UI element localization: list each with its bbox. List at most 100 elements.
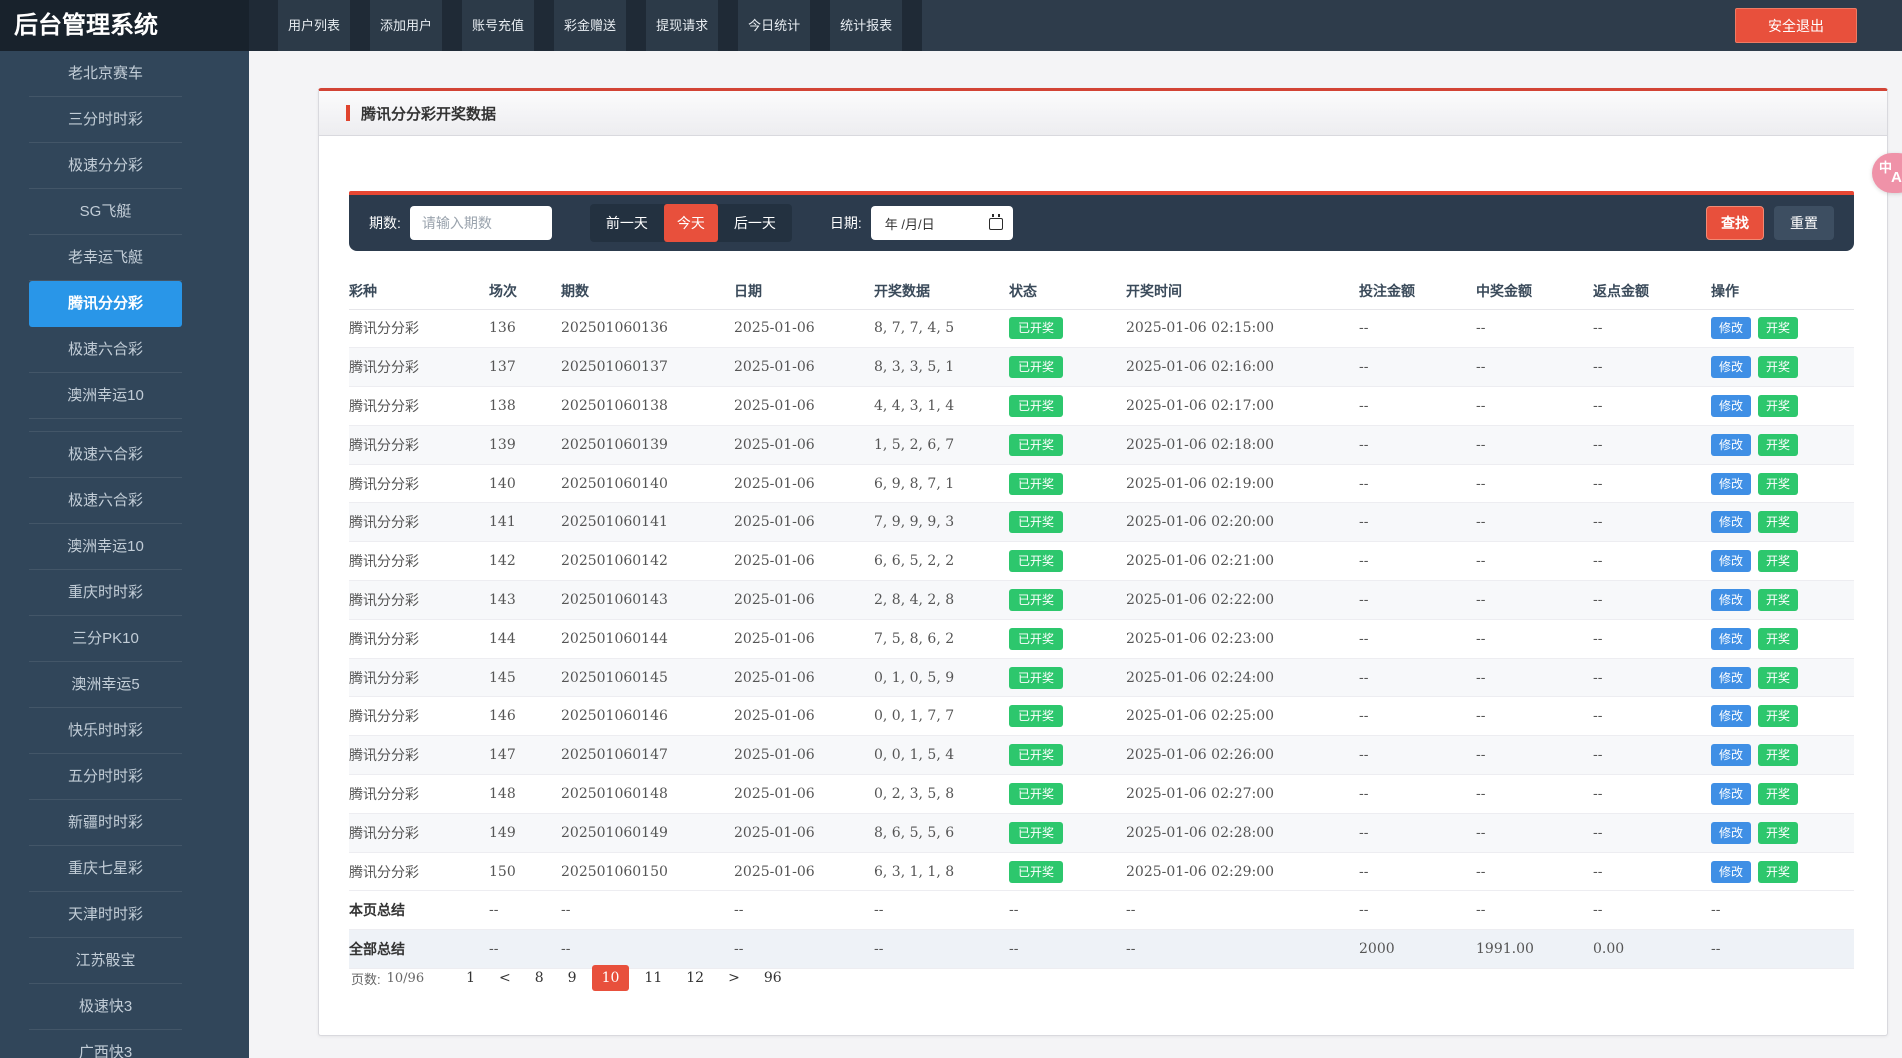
open-draw-button[interactable]: 开奖 xyxy=(1758,782,1799,805)
open-draw-button[interactable]: 开奖 xyxy=(1758,356,1799,379)
modify-button[interactable]: 修改 xyxy=(1711,550,1752,573)
sidebar-item[interactable]: 三分时时彩 xyxy=(29,97,182,143)
numbers-cell: 7, 9, 9, 9, 3 xyxy=(874,502,1009,543)
modify-button[interactable]: 修改 xyxy=(1711,317,1752,340)
lottery-cell: 腾讯分分彩 xyxy=(349,813,489,853)
issue-input[interactable] xyxy=(409,206,552,240)
rebate-cell: -- xyxy=(1593,735,1711,776)
table-header-row: 彩种 场次 期数 日期 开奖数据 状态 开奖时间 投注金额 中奖金额 返点金额 操作 xyxy=(349,273,1854,310)
open-draw-button[interactable]: 开奖 xyxy=(1758,433,1799,456)
page-prev-button[interactable]: < xyxy=(499,970,511,986)
today-button[interactable]: 今天 xyxy=(663,204,718,242)
date-cell: 2025-01-06 xyxy=(734,425,874,465)
status-cell: 已开奖 xyxy=(1009,464,1126,504)
modify-button[interactable]: 修改 xyxy=(1711,588,1752,611)
lottery-cell: 腾讯分分彩 xyxy=(349,541,489,582)
nav-tab-3[interactable]: 账号充值 xyxy=(462,0,535,51)
lottery-cell: 腾讯分分彩 xyxy=(349,502,489,543)
sidebar-item[interactable]: 极速快3 xyxy=(29,984,182,1030)
modify-button[interactable]: 修改 xyxy=(1711,860,1752,883)
open-draw-button[interactable]: 开奖 xyxy=(1758,627,1799,650)
open-draw-button[interactable]: 开奖 xyxy=(1758,550,1799,573)
sidebar-item[interactable]: 澳洲幸运10 xyxy=(29,524,182,570)
bet-cell: -- xyxy=(1359,774,1476,814)
sidebar-item[interactable]: SG飞艇 xyxy=(29,189,182,235)
open-draw-button[interactable]: 开奖 xyxy=(1758,511,1799,534)
modify-button[interactable]: 修改 xyxy=(1711,821,1752,844)
sidebar-item[interactable]: 澳洲幸运10 xyxy=(29,373,182,419)
sidebar-item[interactable]: 腾讯分分彩 xyxy=(29,281,182,327)
date-cell: 2025-01-06 xyxy=(734,774,874,814)
open-draw-button[interactable]: 开奖 xyxy=(1758,860,1799,883)
open-draw-button[interactable]: 开奖 xyxy=(1758,472,1799,495)
nav-fill: 安全退出 xyxy=(922,0,1902,51)
sidebar-item[interactable]: 重庆时时彩 xyxy=(29,570,182,616)
sidebar-item[interactable]: 天津时时彩 xyxy=(29,892,182,938)
open-draw-button[interactable]: 开奖 xyxy=(1758,317,1799,340)
modify-button[interactable]: 修改 xyxy=(1711,782,1752,805)
column-header: 期数 xyxy=(561,273,734,310)
sidebar-item[interactable]: 重庆七星彩 xyxy=(29,846,182,892)
sidebar-item[interactable]: 极速六合彩 xyxy=(29,327,182,373)
nav-tab-6[interactable]: 今日统计 xyxy=(738,0,811,51)
sidebar-item[interactable]: 老幸运飞艇 xyxy=(29,235,182,281)
sidebar-item[interactable]: 广西快3 xyxy=(29,1030,182,1058)
sidebar-item[interactable]: 澳洲幸运5 xyxy=(29,662,182,708)
date-input[interactable]: 年 /月/日 xyxy=(870,206,1013,240)
sidebar-item[interactable]: 新疆时时彩 xyxy=(29,800,182,846)
reset-button[interactable]: 重置 xyxy=(1774,206,1834,240)
status-cell: 已开奖 xyxy=(1009,425,1126,465)
sidebar-item[interactable]: 五分时时彩 xyxy=(29,754,182,800)
modify-button[interactable]: 修改 xyxy=(1711,433,1752,456)
open-draw-button[interactable]: 开奖 xyxy=(1758,394,1799,417)
page-next-button[interactable]: > xyxy=(728,970,740,986)
page-button[interactable]: 96 xyxy=(763,970,782,986)
column-header: 投注金额 xyxy=(1359,273,1476,310)
lottery-cell: 腾讯分分彩 xyxy=(349,619,489,659)
modify-button[interactable]: 修改 xyxy=(1711,511,1752,534)
modify-button[interactable]: 修改 xyxy=(1711,394,1752,417)
column-header: 操作 xyxy=(1711,273,1854,310)
calendar-icon xyxy=(988,214,1003,230)
nav-tab-4[interactable]: 彩金赠送 xyxy=(554,0,627,51)
next-day-button[interactable]: 后一天 xyxy=(733,215,776,231)
open-draw-button[interactable]: 开奖 xyxy=(1758,666,1799,689)
modify-button[interactable]: 修改 xyxy=(1711,627,1752,650)
table-row: 腾讯分分彩 137 202501060137 2025-01-06 8, 3, 3, 5… xyxy=(349,347,1854,388)
page-button[interactable]: 9 xyxy=(567,970,577,986)
sidebar-item[interactable]: 三分PK10 xyxy=(29,616,182,662)
prev-day-button[interactable]: 前一天 xyxy=(605,215,648,231)
status-cell: 已开奖 xyxy=(1009,541,1126,582)
table-row: 腾讯分分彩 148 202501060148 2025-01-06 0, 2, 3, 5… xyxy=(349,774,1854,814)
numbers-cell: 8, 3, 3, 5, 1 xyxy=(874,347,1009,388)
modify-button[interactable]: 修改 xyxy=(1711,356,1752,379)
page-button[interactable]: 8 xyxy=(534,970,544,986)
sidebar-item[interactable]: 快乐时时彩 xyxy=(29,708,182,754)
page-button[interactable]: 1 xyxy=(466,970,476,986)
page-button[interactable]: 12 xyxy=(686,970,705,986)
sidebar-item[interactable]: 江苏骰宝 xyxy=(29,938,182,984)
sidebar-item[interactable]: 老北京赛车 xyxy=(29,51,182,97)
search-button[interactable]: 查找 xyxy=(1706,206,1764,240)
logout-button[interactable]: 安全退出 xyxy=(1735,8,1857,43)
nav-tab-5[interactable]: 提现请求 xyxy=(646,0,719,51)
nav-tab-1[interactable]: 用户列表 xyxy=(278,0,351,51)
open-draw-button[interactable]: 开奖 xyxy=(1758,588,1799,611)
sidebar-item[interactable]: 极速六合彩 xyxy=(29,432,182,478)
modify-button[interactable]: 修改 xyxy=(1711,472,1752,495)
open-draw-button[interactable]: 开奖 xyxy=(1758,821,1799,844)
modify-button[interactable]: 修改 xyxy=(1711,705,1752,728)
page-button[interactable]: 11 xyxy=(644,970,663,986)
translate-icon[interactable]: 中 A xyxy=(1872,153,1902,193)
sidebar-item[interactable]: 极速六合彩 xyxy=(29,478,182,524)
nav-tab-2[interactable]: 添加用户 xyxy=(370,0,443,51)
open-draw-button[interactable]: 开奖 xyxy=(1758,744,1799,767)
modify-button[interactable]: 修改 xyxy=(1711,744,1752,767)
page-button[interactable]: 10 xyxy=(591,965,630,991)
open-draw-button[interactable]: 开奖 xyxy=(1758,705,1799,728)
nav-tab-7[interactable]: 统计报表 xyxy=(830,0,903,51)
status-badge: 已开奖 xyxy=(1009,588,1064,611)
sidebar-item[interactable]: 极速分分彩 xyxy=(29,143,182,189)
modify-button[interactable]: 修改 xyxy=(1711,666,1752,689)
table-row: 腾讯分分彩 147 202501060147 2025-01-06 0, 0, 1, 5… xyxy=(349,735,1854,776)
